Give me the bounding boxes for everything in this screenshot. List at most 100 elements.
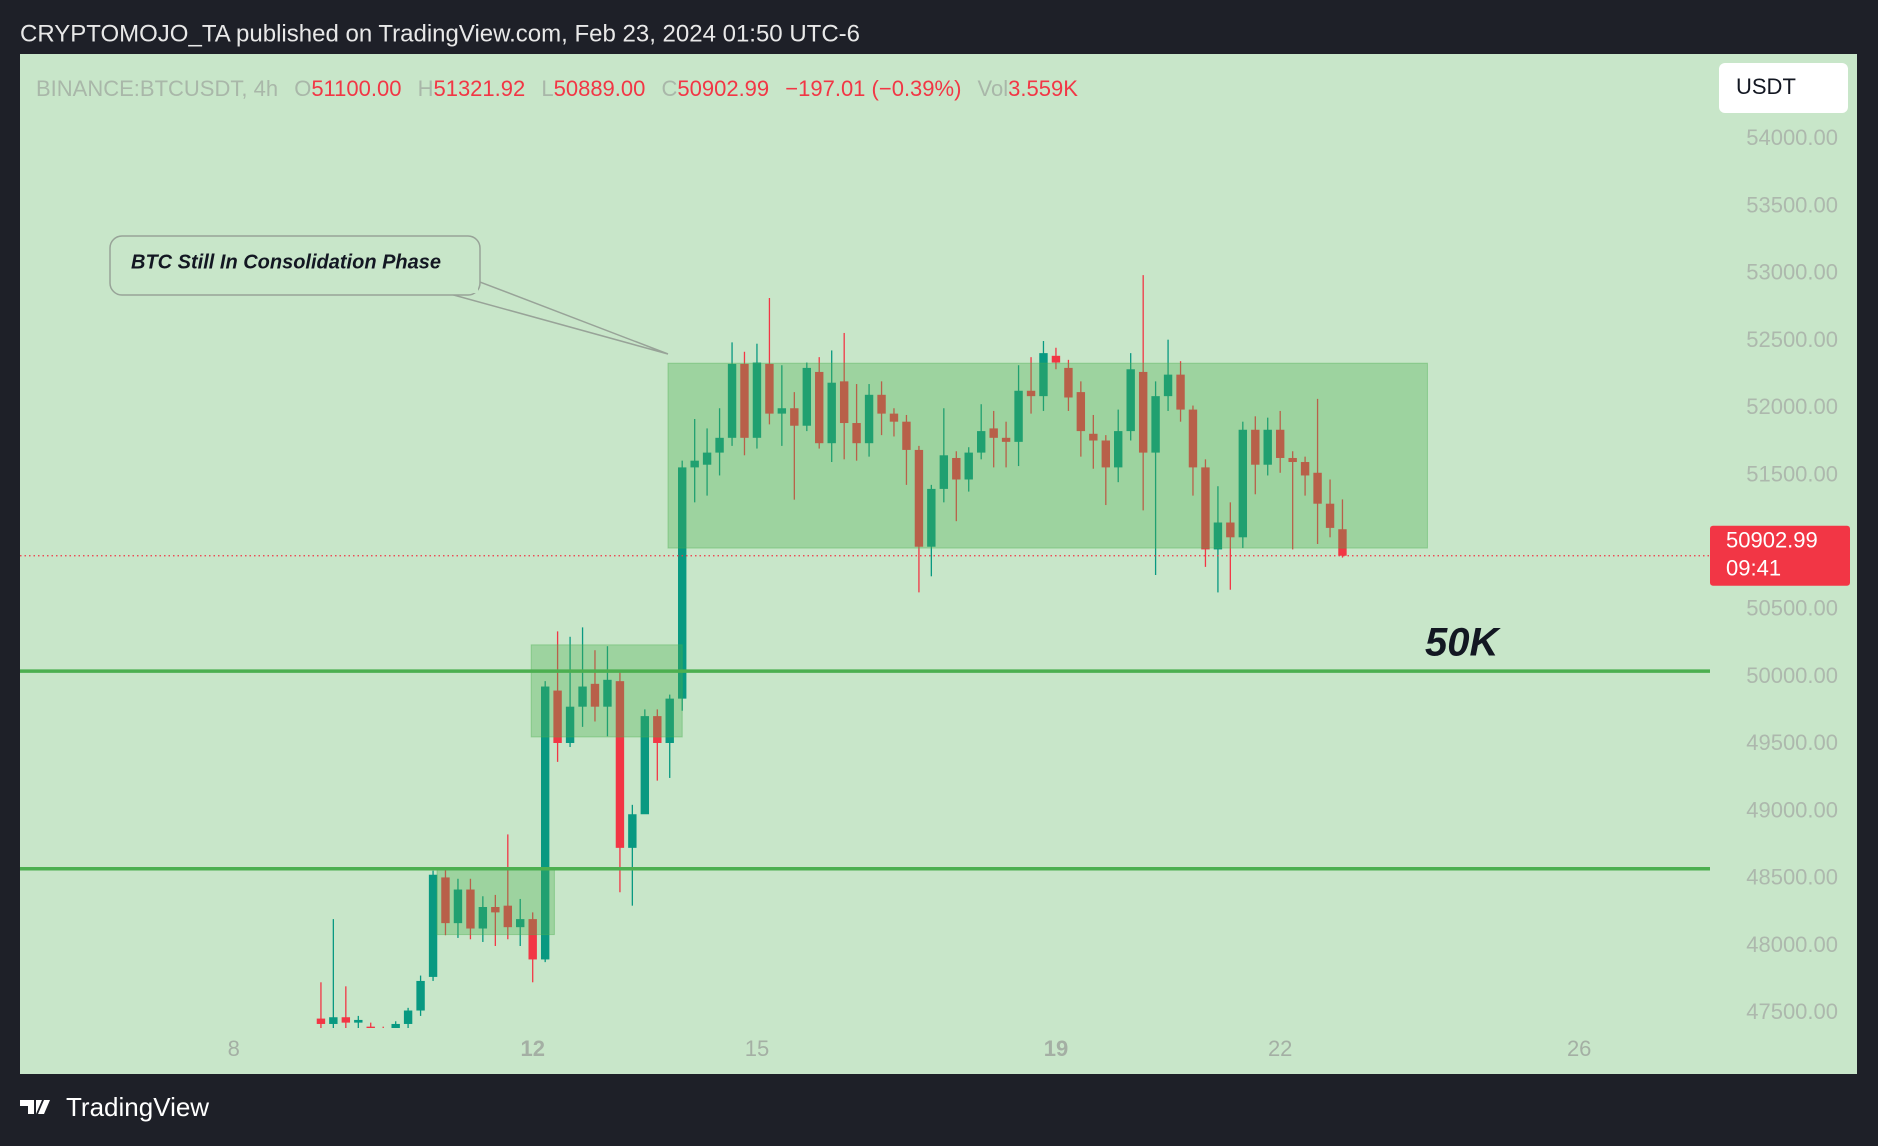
candle-body [665,698,674,743]
candle-body [1338,529,1347,556]
plot-area [20,275,1710,1028]
brand: TradingView [66,1092,209,1122]
low-value: 50889.00 [554,76,646,101]
candle-body [1176,374,1185,410]
candle-body [1226,522,1235,538]
candle-body [1263,429,1272,465]
low-label: L [541,76,553,101]
candle-body [1288,457,1297,463]
candle-body [927,488,936,547]
candle-body [1151,396,1160,453]
y-tick-label: 50000.00 [1746,663,1838,688]
candle-body [902,421,911,450]
candle-body [1114,431,1123,468]
vol-label: Vol [978,76,1009,101]
y-tick-label: 53500.00 [1746,192,1838,217]
currency-button[interactable] [1719,63,1848,113]
candle-body [877,394,886,414]
x-tick-label: 12 [520,1036,544,1061]
candle-body [1076,392,1086,432]
y-tick-label: 52500.00 [1746,327,1838,352]
y-tick-label: 49000.00 [1746,797,1838,822]
candle-body [1001,437,1011,442]
candle-body [1251,429,1260,465]
y-tick-label: 54000.00 [1746,125,1838,150]
zone [530,644,683,738]
footer-logo: TradingView [20,1092,209,1122]
candle-body [391,1023,400,1028]
close-label: C [662,76,678,101]
candle-body [1039,353,1048,397]
candle-body [1300,462,1310,476]
chart-panel [20,54,1857,1074]
level-label: 50K [1425,621,1501,665]
symbol: BINANCE:BTCUSDT, 4h [36,76,278,101]
candle-body [1201,467,1210,550]
y-tick-label: 48500.00 [1746,865,1838,890]
candle-body [827,382,836,444]
candle-body [416,980,425,1011]
price-label-box [1710,525,1850,586]
axes: 47500.00 48000.00 48500.00 49000.00 49500.00… [228,125,1850,1061]
x-tick-label: 19 [1044,1036,1068,1061]
zone [436,868,555,936]
candle-body [1238,429,1248,538]
callout: BTC Still In Consolidation Phase [109,235,669,355]
open-label: O [294,76,311,101]
publish-title: CRYPTOMOJO_TA published on TradingView.c… [20,20,860,47]
candle-body [316,1018,326,1024]
candle-body [1213,522,1223,550]
candle-body [540,686,550,960]
candle-body [790,408,799,426]
candle-body [1275,429,1285,458]
candle-body [839,381,849,424]
candle-body [503,905,513,928]
candle-body [640,716,650,815]
candle-body [939,455,949,489]
y-tick-label: 49500.00 [1746,730,1838,755]
callout-box [109,235,481,296]
candle-body [964,452,973,480]
currency-label[interactable]: USDT [1736,74,1796,99]
y-tick-label: 48000.00 [1746,932,1838,957]
change: −197.01 (−0.39%) [785,76,961,101]
candle-body [864,394,874,444]
zone [667,362,1428,549]
candle-body [628,814,637,848]
candle-body [478,907,488,929]
high-label: H [418,76,434,101]
candle-body [590,683,600,707]
x-tick-label: 8 [228,1036,240,1061]
candle-body [565,706,575,743]
close-value: 50902.99 [677,76,769,101]
candle-body [491,907,500,913]
candle-body [329,1017,338,1024]
candle-body [516,919,525,928]
candle-body [777,408,787,414]
candle-body [852,423,861,444]
candle-body [1325,503,1335,528]
candle-body [1026,390,1036,397]
callout-text: BTC Still In Consolidation Phase [131,251,441,273]
candle-body [989,428,998,438]
candle-body [466,889,475,929]
candle-body [341,1017,351,1023]
x-tick-label: 26 [1567,1036,1591,1061]
candle-body [528,919,537,960]
vol-value: 3.559K [1008,76,1078,101]
candle-body [653,716,662,743]
high-value: 51321.92 [433,76,525,101]
candle-body [603,679,612,707]
price-countdown: 09:41 [1726,556,1781,581]
legend: BINANCE:BTCUSDT, 4h O51100.00 H51321.92 … [36,76,1078,101]
candle-body [1064,367,1073,398]
candle-body [1051,355,1061,363]
y-tick-label: 53000.00 [1746,260,1838,285]
logo-mark [20,1100,50,1114]
candle-body [765,363,774,414]
candle-body [354,1019,363,1023]
candle-body [715,437,724,453]
candle-body [553,690,562,743]
candle-body [1313,472,1322,504]
